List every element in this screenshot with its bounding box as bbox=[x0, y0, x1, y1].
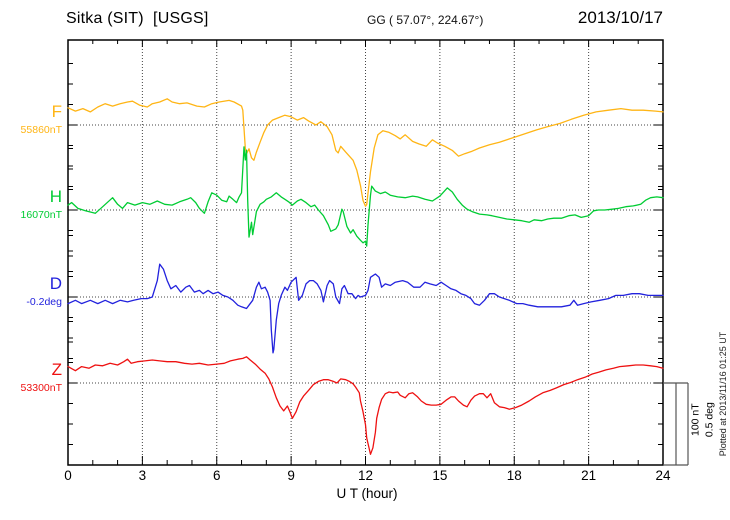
channel-letter-F: F bbox=[51, 102, 62, 121]
x-tick-label-21: 21 bbox=[581, 468, 597, 483]
channel-letter-H: H bbox=[49, 187, 62, 206]
x-tick-label-0: 0 bbox=[64, 468, 72, 483]
channel-letter-Z: Z bbox=[51, 360, 62, 379]
x-tick-label-15: 15 bbox=[432, 468, 448, 483]
channel-label-F: F 55860nT bbox=[0, 102, 62, 136]
x-tick-label-12: 12 bbox=[357, 468, 374, 483]
plot-frame bbox=[67, 39, 664, 466]
channel-baseline-value-Z: 53300nT bbox=[20, 381, 62, 394]
channel-baseline-value-H: 16070nT bbox=[20, 208, 62, 221]
x-tick-label-18: 18 bbox=[506, 468, 522, 483]
plot-date: 2013/10/17 bbox=[577, 8, 663, 27]
scale-bar-deg: 0.5 deg bbox=[703, 402, 715, 438]
channel-label-H: H 16070nT bbox=[0, 187, 62, 221]
x-tick-label-3: 3 bbox=[138, 468, 147, 483]
x-tick-label-6: 6 bbox=[212, 468, 221, 483]
trace-F bbox=[67, 98, 664, 207]
station-title: Sitka (SIT) [USGS] bbox=[66, 10, 209, 27]
trace-D bbox=[67, 263, 664, 354]
trace-Z bbox=[67, 356, 664, 455]
plotted-at-note: Plotted at 2013/11/16 01:25 UT bbox=[718, 331, 728, 457]
x-tick-label-24: 24 bbox=[655, 468, 671, 483]
geographic-coordinates: GG ( 57.07°, 224.67°) bbox=[367, 13, 484, 27]
channel-label-Z: Z 53300nT bbox=[0, 360, 62, 394]
channel-label-D: D -0.2deg bbox=[0, 274, 62, 308]
channel-letter-D: D bbox=[49, 274, 62, 293]
x-axis-title: U T (hour) bbox=[336, 486, 398, 501]
x-tick-label-9: 9 bbox=[287, 468, 295, 483]
scale-bar-label: 100 nT 0.5 deg bbox=[689, 375, 716, 465]
channel-baseline-value-F: 55860nT bbox=[20, 123, 62, 136]
trace-H bbox=[67, 146, 664, 247]
scale-bar-nt: 100 nT bbox=[689, 403, 702, 436]
channel-baseline-value-D: -0.2deg bbox=[26, 295, 62, 308]
